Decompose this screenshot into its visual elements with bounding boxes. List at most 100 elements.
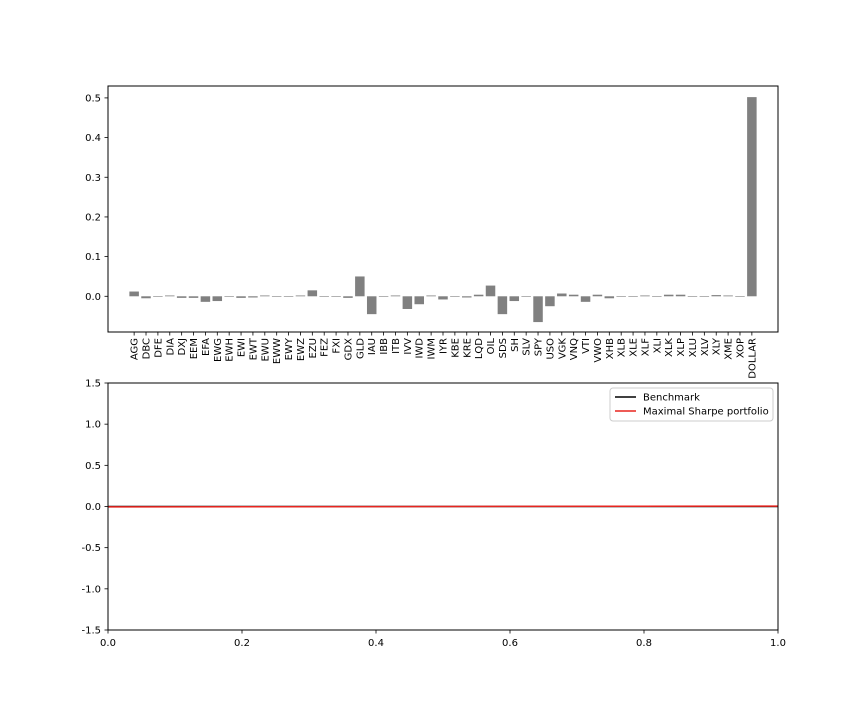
line-chart-y-axis: -1.5 -1.0 -0.5 0.0 0.5 1.0 1.5 [81, 379, 108, 637]
line-chart-marks [107, 505, 779, 508]
x-tick-label-xhb: XHB [605, 338, 616, 359]
bar-xlf [640, 295, 650, 297]
x-tick-label-fez: FEZ [320, 338, 331, 357]
x-tick-label: 0.8 [636, 638, 652, 649]
x-tick-label-xlk: XLK [664, 338, 675, 357]
x-tick-label-xlv: XLV [700, 338, 711, 356]
bar-vgk [557, 293, 567, 297]
bar-ewg [212, 296, 223, 302]
bar-chart-marks [129, 97, 757, 323]
x-tick-label-efa: EFA [201, 338, 212, 356]
x-tick-label: 1.0 [770, 638, 786, 649]
x-tick-label-vwo: VWO [593, 338, 604, 363]
y-tick-label: 0.3 [85, 173, 101, 184]
y-tick-label: 0.0 [85, 292, 101, 303]
bar-chart-axes: 0.0 0.1 0.2 0.3 0.4 0.5 AGG DBC DFE DIA DXJ EEM EFA… [85, 85, 779, 379]
bar-fxi [331, 296, 341, 297]
legend-label-benchmark: Benchmark [643, 393, 700, 404]
bar-xly [711, 295, 721, 297]
bar-ewu [260, 295, 270, 297]
x-tick-label-ewz: EWZ [296, 338, 307, 361]
x-tick-label-agg: AGG [130, 338, 141, 360]
bar-oil [485, 285, 496, 297]
y-tick-label: 0.1 [85, 252, 101, 263]
bar-spy [533, 296, 543, 323]
x-tick-label-vti: VTI [581, 338, 592, 354]
bar-xlb [616, 296, 626, 297]
bar-fez [319, 296, 329, 297]
bar-vti [580, 296, 591, 302]
x-tick-label-dfe: DFE [153, 338, 164, 358]
bar-efa [200, 296, 211, 302]
x-tick-label-ibb: IBB [379, 338, 390, 355]
bar-xme [723, 295, 733, 297]
bar-eem [188, 296, 199, 298]
bar-chart-y-axis: 0.0 0.1 0.2 0.3 0.4 0.5 [85, 93, 108, 303]
bar-iwm [426, 295, 436, 297]
x-tick-label-lqd: LQD [474, 338, 485, 359]
y-tick-label: -1.0 [81, 584, 101, 595]
bar-xlk [663, 294, 674, 297]
x-tick-label-xlf: XLF [640, 338, 651, 356]
bar-xli [652, 296, 662, 297]
bar-uso [545, 296, 555, 307]
legend: Benchmark Maximal Sharpe portfolio [609, 387, 774, 422]
x-tick-label: 0.4 [368, 638, 384, 649]
x-tick-label-iwm: IWM [427, 338, 438, 359]
bar-gdx [343, 296, 353, 298]
bar-xhb [604, 296, 615, 299]
x-tick-label-eww: EWW [272, 338, 283, 364]
y-tick-label: 0.5 [85, 461, 101, 472]
bar-dollar [747, 97, 757, 297]
y-tick-label: 0.5 [85, 93, 101, 104]
bar-agg [129, 291, 139, 297]
bar-sh [509, 296, 520, 302]
bar-ezu [307, 290, 318, 297]
x-tick-label-dxj: DXJ [177, 338, 188, 356]
x-tick-label-ewh: EWH [225, 338, 236, 362]
bar-dxj [176, 296, 187, 298]
x-tick-label-vgk: VGK [557, 338, 568, 360]
x-tick-label-xlp: XLP [676, 338, 687, 356]
bar-kre [462, 296, 472, 298]
x-tick-label: 0.6 [502, 638, 518, 649]
bar-ewy [283, 296, 294, 297]
y-tick-label: 0.0 [85, 502, 101, 513]
bar-dbc [141, 296, 151, 299]
x-tick-label-gld: GLD [355, 338, 366, 359]
x-tick-label-sh: SH [510, 338, 521, 352]
x-tick-label: 0.0 [100, 638, 116, 649]
x-tick-label-xop: XOP [735, 338, 746, 358]
x-tick-label-ewg: EWG [213, 338, 224, 362]
x-tick-label-spy: SPY [534, 337, 545, 356]
bar-xop [735, 296, 745, 297]
x-tick-label-vnq: VNQ [569, 338, 580, 360]
bar-eww [271, 296, 282, 297]
x-tick-label-ivv: IVV [403, 338, 414, 355]
bar-vwo [592, 294, 603, 297]
bar-iwd [414, 296, 424, 305]
x-tick-label-iwd: IWD [415, 338, 426, 359]
bar-xle [628, 296, 638, 297]
bar-ibb [378, 296, 389, 297]
y-tick-label: 1.5 [85, 379, 101, 390]
bar-sds [497, 296, 508, 315]
y-tick-label: 1.0 [85, 420, 101, 431]
bar-ewz [295, 295, 306, 297]
x-tick-label-ewy: EWY [284, 337, 295, 360]
x-tick-label-ezu: EZU [308, 338, 319, 359]
y-tick-label: 0.2 [85, 212, 101, 223]
bar-dfe [153, 296, 163, 297]
bar-kbe [450, 296, 460, 297]
y-tick-label: -1.5 [81, 626, 101, 637]
x-tick-label-itb: ITB [391, 338, 402, 354]
x-tick-label-kbe: KBE [450, 338, 461, 358]
x-tick-label-slv: SLV [522, 338, 533, 356]
x-tick-label-ewu: EWU [260, 338, 271, 362]
bar-xlv [699, 296, 710, 297]
x-tick-label-sds: SDS [498, 338, 509, 358]
x-tick-label-gdx: GDX [343, 338, 354, 360]
x-tick-label-xme: XME [724, 338, 735, 360]
